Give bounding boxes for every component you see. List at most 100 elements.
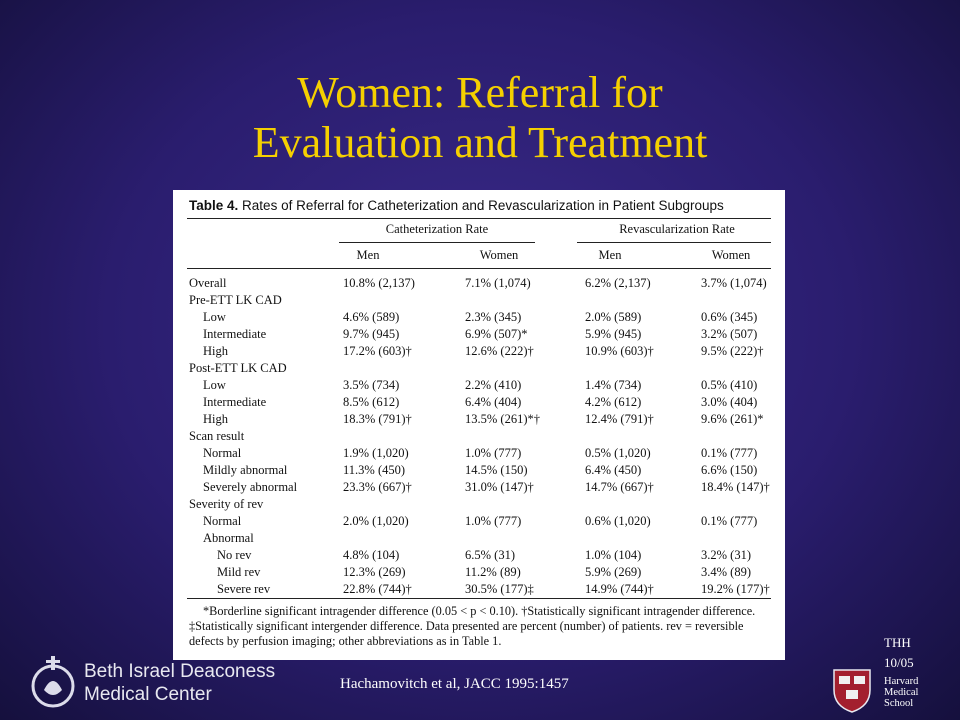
cell-cath-men: 11.3% (450) (343, 463, 406, 477)
cell-revasc-women: 9.6% (261)* (701, 412, 764, 426)
cell-cath-men: 2.0% (1,020) (343, 514, 409, 528)
row-label: Severely abnormal (203, 480, 298, 494)
bidmc-line-1: Beth Israel Deaconess (84, 661, 276, 682)
citation: Hachamovitch et al, JACC 1995:1457 (340, 676, 569, 692)
table-row: Intermediate 9.7% (945) 6.9% (507)* 5.9% (9… (173, 327, 785, 344)
cell-revasc-women: 0.1% (777) (701, 514, 758, 528)
cell-revasc-men: 2.0% (589) (585, 310, 642, 324)
bidmc-logo-icon (31, 656, 75, 708)
cell-revasc-women: 3.2% (507) (701, 327, 758, 341)
harvard-line-2: Medical (884, 687, 919, 698)
cell-cath-men: 3.5% (734) (343, 378, 400, 392)
table-image: Table 4. Rates of Referral for Catheteri… (173, 190, 785, 660)
row-label: Severe rev (217, 582, 271, 596)
cell-cath-men: 10.8% (2,137) (343, 276, 415, 290)
title-line-2: Evaluation and Treatment (252, 118, 708, 167)
harvard-wordmark: Harvard Medical School (884, 676, 918, 709)
row-label: Abnormal (203, 531, 254, 545)
header-bottom-rule (187, 268, 771, 269)
cell-revasc-men: 0.6% (1,020) (585, 514, 651, 528)
table-row: Overall 10.8% (2,137) 7.1% (1,074) 6.2% (2,… (173, 276, 785, 293)
cell-revasc-women: 0.5% (410) (701, 378, 758, 392)
cell-cath-men: 8.5% (612) (343, 395, 400, 409)
row-label: Scan result (189, 429, 245, 443)
row-label: Low (203, 378, 226, 392)
row-label: Mild rev (217, 565, 261, 579)
harvard-shield-icon (833, 669, 871, 713)
cell-revasc-men: 12.4% (791)† (585, 412, 654, 426)
title-line-1: Women: Referral for (297, 68, 663, 117)
cell-revasc-women: 3.0% (404) (701, 395, 758, 409)
slide-title: Women: Referral for Evaluation and Treat… (0, 68, 960, 168)
row-label: Low (203, 310, 226, 324)
cell-cath-men: 22.8% (744)† (343, 582, 412, 596)
cell-cath-men: 1.9% (1,020) (343, 446, 409, 460)
cell-cath-women: 6.5% (31) (465, 548, 515, 562)
row-label: High (203, 344, 228, 358)
group-rule-revascularization (577, 242, 771, 243)
harvard-line-1: Harvard (884, 676, 919, 687)
cell-revasc-women: 9.5% (222)† (701, 344, 764, 358)
slide-date: 10/05 (884, 655, 914, 670)
cell-cath-women: 2.2% (410) (465, 378, 522, 392)
cell-cath-men: 18.3% (791)† (343, 412, 412, 426)
table-row: Normal 2.0% (1,020) 1.0% (777) 0.6% (1,020)… (173, 514, 785, 531)
cell-cath-women: 14.5% (150) (465, 463, 528, 477)
col-header-cath-men: Men (356, 248, 380, 262)
cell-cath-men: 12.3% (269) (343, 565, 406, 579)
cell-revasc-men: 14.9% (744)† (585, 582, 654, 596)
cell-revasc-women: 3.2% (31) (701, 548, 751, 562)
cell-revasc-men: 1.4% (734) (585, 378, 642, 392)
row-label: Mildly abnormal (203, 463, 288, 477)
table-row: No rev 4.8% (104) 6.5% (31) 1.0% (104) 3.2% … (173, 548, 785, 565)
col-header-revasc-men: Men (598, 248, 622, 262)
row-label: High (203, 412, 228, 426)
row-label: Normal (203, 514, 242, 528)
row-label: Overall (189, 276, 227, 290)
cell-revasc-women: 6.6% (150) (701, 463, 758, 477)
footnote-2: ‡Statistically significant intergender d… (189, 619, 744, 648)
table-row: Normal 1.9% (1,020) 1.0% (777) 0.5% (1,020)… (173, 446, 785, 463)
table-caption: Table 4. Rates of Referral for Catheteri… (189, 198, 724, 213)
cell-cath-women: 6.9% (507)* (465, 327, 528, 341)
row-label: Post-ETT LK CAD (189, 361, 287, 375)
cell-revasc-women: 0.6% (345) (701, 310, 758, 324)
table-caption-text: Rates of Referral for Catheterization an… (242, 198, 724, 213)
cell-cath-men: 4.8% (104) (343, 548, 400, 562)
bidmc-line-2: Medical Center (84, 684, 212, 705)
cell-cath-women: 13.5% (261)*† (465, 412, 540, 426)
cell-cath-women: 1.0% (777) (465, 514, 522, 528)
cell-revasc-men: 4.2% (612) (585, 395, 642, 409)
author-initials: THH (884, 635, 911, 650)
cell-revasc-women: 19.2% (177)† (701, 582, 770, 596)
row-label: Pre-ETT LK CAD (189, 293, 282, 307)
table-row: Pre-ETT LK CAD (173, 293, 785, 310)
table-footnotes: *Borderline significant intragender diff… (189, 604, 773, 649)
cell-cath-women: 12.6% (222)† (465, 344, 534, 358)
table-row: Mild rev 12.3% (269) 11.2% (89) 5.9% (269) 3… (173, 565, 785, 582)
cell-revasc-men: 5.9% (945) (585, 327, 642, 341)
cell-cath-women: 2.3% (345) (465, 310, 522, 324)
group-rule-catheterization (339, 242, 535, 243)
cell-cath-women: 1.0% (777) (465, 446, 522, 460)
row-label: Normal (203, 446, 242, 460)
cell-cath-women: 7.1% (1,074) (465, 276, 531, 290)
cell-cath-men: 17.2% (603)† (343, 344, 412, 358)
table-row: Post-ETT LK CAD (173, 361, 785, 378)
footnote-1: *Borderline significant intragender diff… (203, 604, 756, 618)
cell-revasc-men: 6.4% (450) (585, 463, 642, 477)
col-header-revasc-women: Women (711, 248, 751, 262)
row-label: No rev (217, 548, 252, 562)
cell-revasc-women: 3.4% (89) (701, 565, 751, 579)
cell-cath-women: 30.5% (177)‡ (465, 582, 534, 596)
cell-revasc-women: 0.1% (777) (701, 446, 758, 460)
table-top-rule (187, 218, 771, 219)
col-header-cath-women: Women (479, 248, 519, 262)
cell-revasc-men: 14.7% (667)† (585, 480, 654, 494)
row-label: Severity of rev (189, 497, 264, 511)
cell-cath-women: 31.0% (147)† (465, 480, 534, 494)
table-row: Scan result (173, 429, 785, 446)
table-row: Intermediate 8.5% (612) 6.4% (404) 4.2% (61… (173, 395, 785, 412)
cell-cath-men: 23.3% (667)† (343, 480, 412, 494)
cell-cath-women: 6.4% (404) (465, 395, 522, 409)
